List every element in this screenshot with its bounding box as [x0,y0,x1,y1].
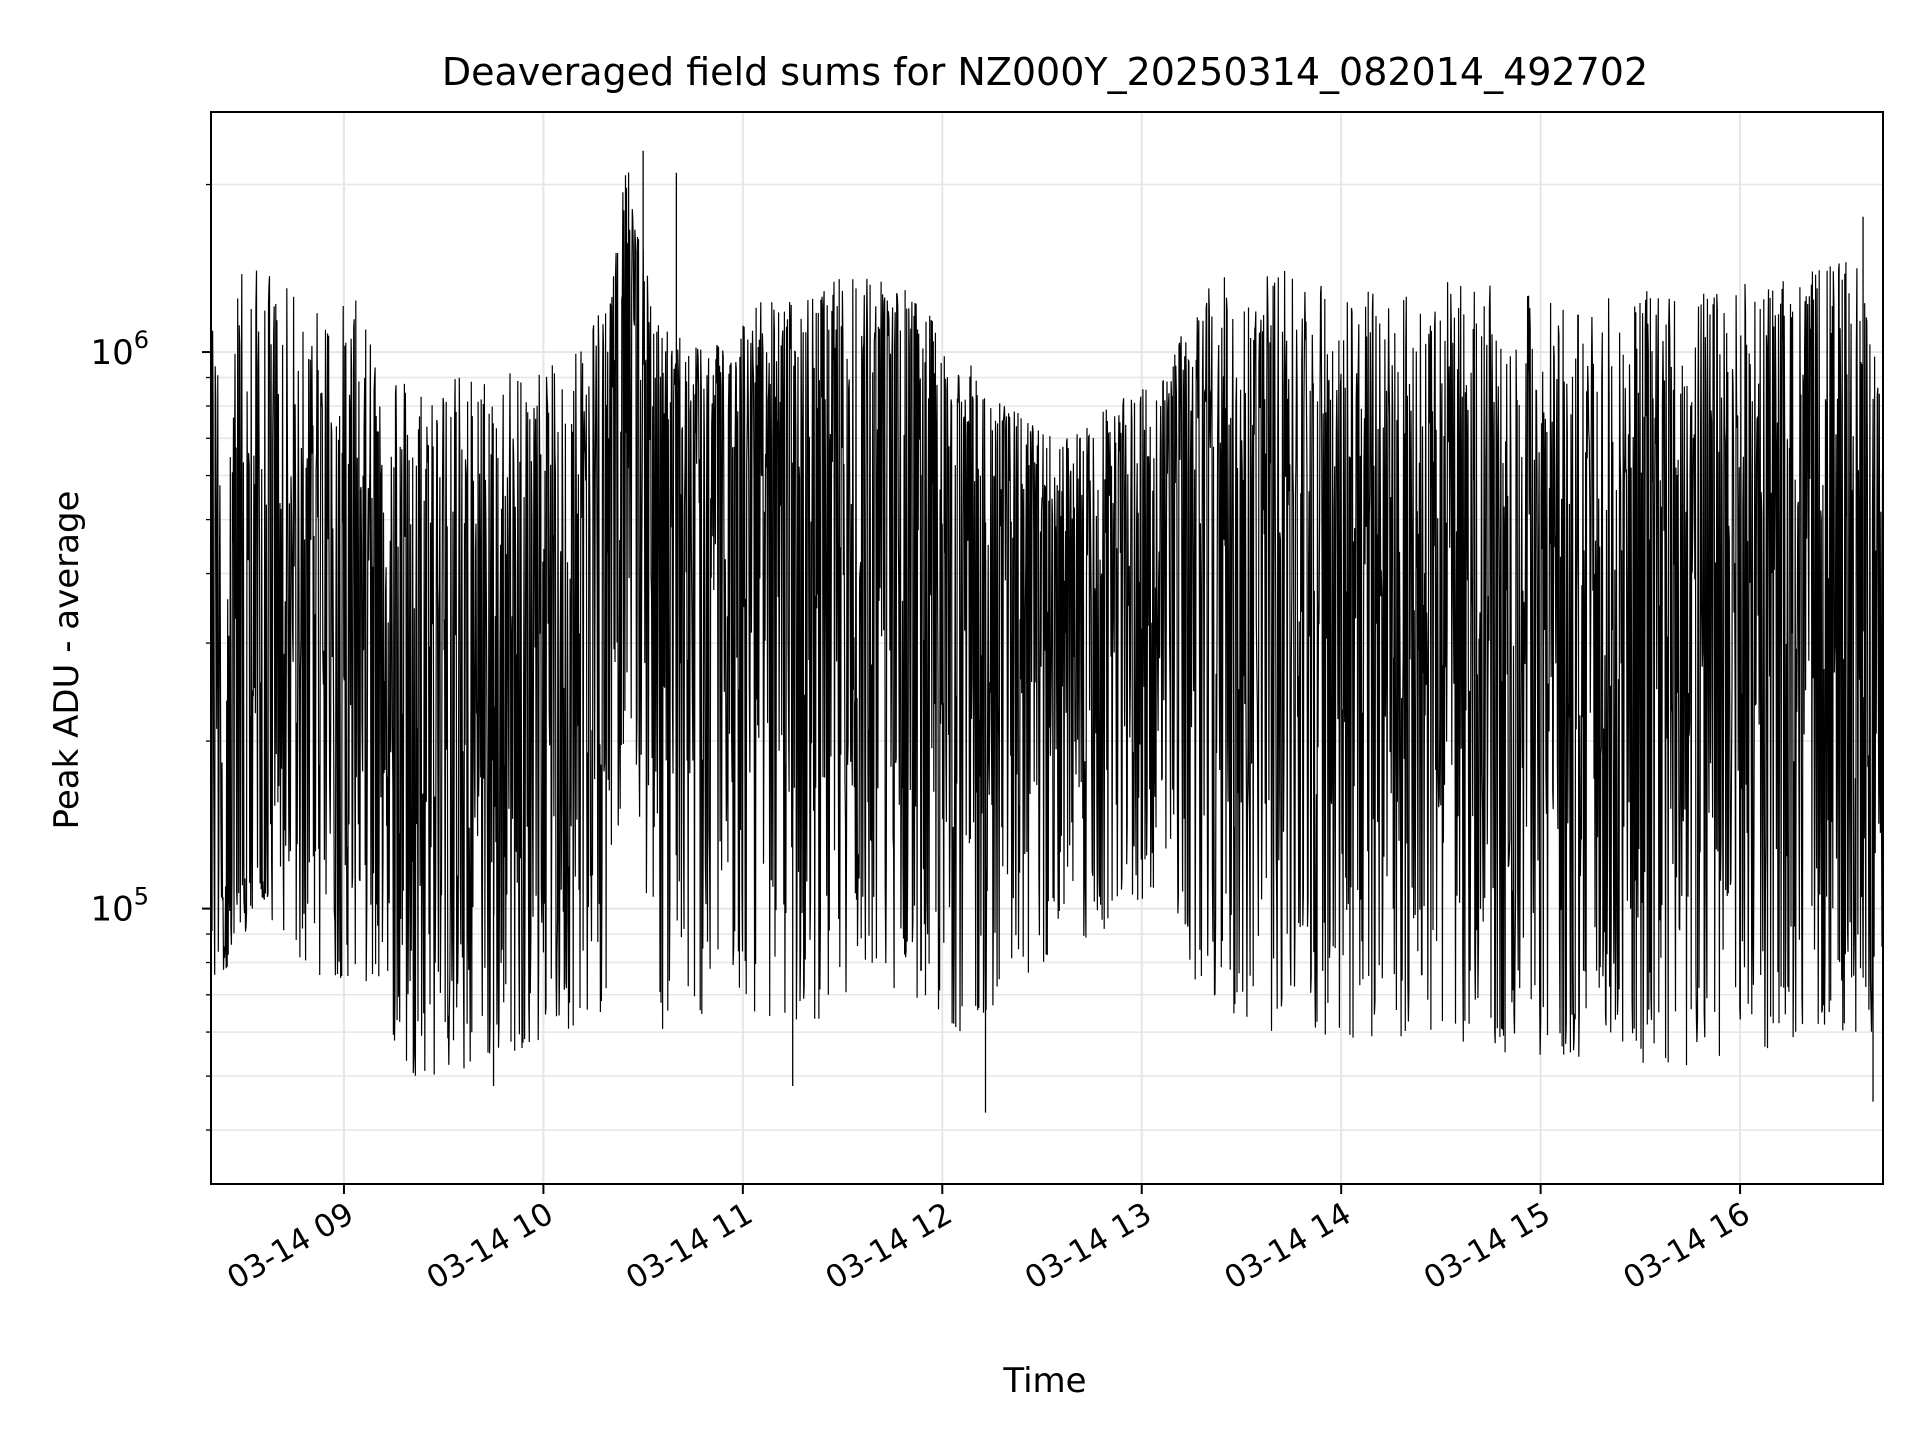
chart-title: Deaveraged field sums for NZ000Y_2025031… [442,50,1648,94]
y-tick-label: 106 [90,326,149,373]
data-series [210,150,1884,1113]
y-tick-label: 105 [90,883,149,930]
series-line [210,172,1884,1076]
plot-frame [210,111,1884,1185]
y-axis-label: Peak ADU - average [47,491,87,830]
x-axis-label: Time [1002,1361,1086,1401]
